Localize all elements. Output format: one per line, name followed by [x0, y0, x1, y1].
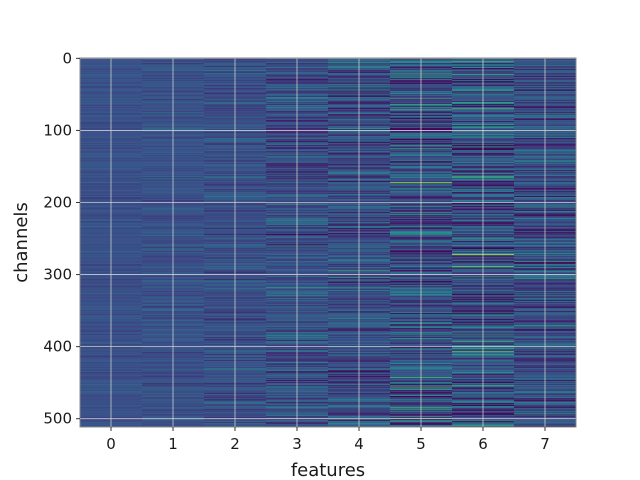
grid-lines [80, 57, 576, 427]
y-tick-label: 200 [43, 194, 72, 212]
x-tick-label: 0 [106, 435, 116, 453]
x-axis-ticks: 0 1 2 3 4 5 6 7 [106, 427, 550, 453]
x-tick-label: 3 [292, 435, 302, 453]
x-tick-label: 4 [354, 435, 364, 453]
x-tick-label: 2 [230, 435, 240, 453]
y-axis-label: channels [11, 202, 32, 283]
x-tick-label: 5 [416, 435, 426, 453]
y-tick-label: 500 [43, 410, 72, 428]
plot-area [80, 58, 577, 428]
x-tick-label: 1 [168, 435, 178, 453]
y-tick-label: 100 [43, 121, 72, 139]
y-axis-ticks: 0 100 200 300 400 500 [43, 49, 80, 428]
plot-frame [79, 57, 577, 428]
y-tick-label: 400 [43, 338, 72, 356]
x-axis-label: features [291, 460, 365, 480]
x-tick-label: 6 [478, 435, 488, 453]
y-tick-label: 0 [62, 49, 72, 67]
x-tick-label: 7 [540, 435, 550, 453]
y-tick-label: 300 [43, 266, 72, 284]
